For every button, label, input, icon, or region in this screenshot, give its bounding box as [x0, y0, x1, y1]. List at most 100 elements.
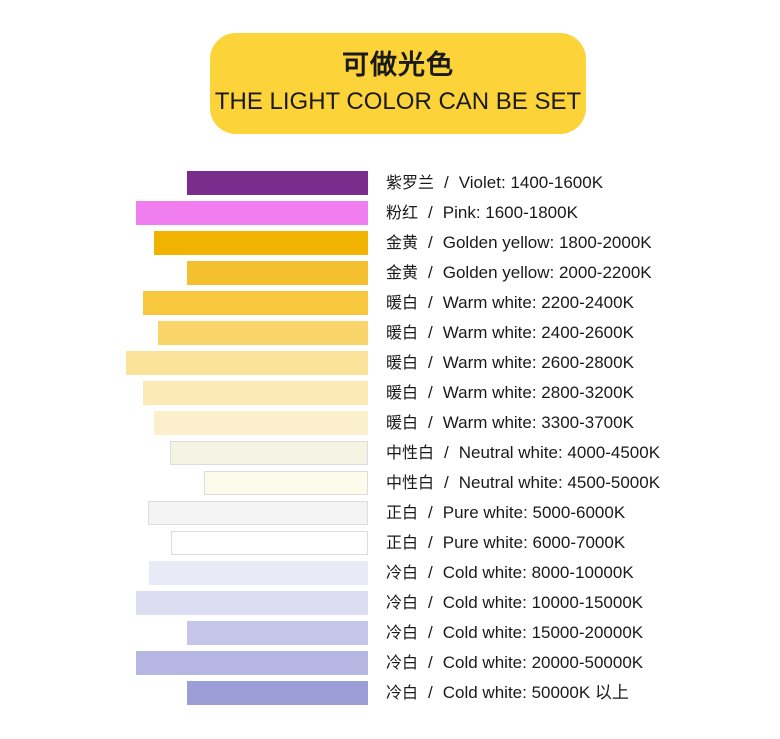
- color-swatch: [126, 351, 368, 375]
- color-row: 冷白 / Cold white: 20000-50000K: [0, 648, 780, 678]
- color-name-chinese: 正白: [386, 533, 419, 552]
- color-swatch: [143, 291, 368, 315]
- color-swatch: [171, 531, 368, 555]
- color-label: 暖白 / Warm white: 2800-3200K: [386, 378, 634, 408]
- color-label: 正白 / Pure white: 5000-6000K: [386, 498, 625, 528]
- color-name-chinese: 中性白: [386, 443, 435, 462]
- color-swatch: [136, 201, 368, 225]
- color-label: 暖白 / Warm white: 2200-2400K: [386, 288, 634, 318]
- separator: /: [428, 563, 433, 582]
- color-swatch: [136, 591, 368, 615]
- title-english: THE LIGHT COLOR CAN BE SET: [214, 88, 582, 115]
- color-swatch: [187, 681, 368, 705]
- color-name-english: Violet: 1400-1600K: [458, 173, 604, 192]
- color-name-chinese: 正白: [386, 503, 419, 522]
- color-name-chinese: 粉红: [386, 203, 419, 222]
- color-row: 中性白 / Neutral white: 4500-5000K: [0, 468, 780, 498]
- color-name-english: Neutral white: 4500-5000K: [458, 473, 661, 492]
- title-chinese: 可做光色: [342, 50, 454, 81]
- color-swatch: [158, 321, 368, 345]
- color-name-english: Golden yellow: 2000-2200K: [442, 263, 652, 282]
- color-name-english: Golden yellow: 1800-2000K: [442, 233, 652, 252]
- color-name-english: Warm white: 2400-2600K: [442, 323, 634, 342]
- color-label: 冷白 / Cold white: 10000-15000K: [386, 588, 643, 618]
- color-name-english: Cold white: 15000-20000K: [442, 623, 644, 642]
- color-row: 冷白 / Cold white: 8000-10000K: [0, 558, 780, 588]
- separator: /: [428, 593, 433, 612]
- color-row: 正白 / Pure white: 6000-7000K: [0, 528, 780, 558]
- color-name-chinese: 紫罗兰: [386, 173, 435, 192]
- color-swatch: [170, 441, 368, 465]
- color-swatch: [154, 231, 368, 255]
- color-swatch: [136, 651, 368, 675]
- color-row: 冷白 / Cold white: 15000-20000K: [0, 618, 780, 648]
- color-row: 冷白 / Cold white: 50000K 以上: [0, 678, 780, 708]
- color-row: 暖白 / Warm white: 2200-2400K: [0, 288, 780, 318]
- color-label: 暖白 / Warm white: 2400-2600K: [386, 318, 634, 348]
- color-name-english: Cold white: 8000-10000K: [442, 563, 634, 582]
- color-name-chinese: 暖白: [386, 413, 419, 432]
- color-swatch: [187, 621, 368, 645]
- separator: /: [428, 323, 433, 342]
- color-name-chinese: 暖白: [386, 383, 419, 402]
- color-row: 金黄 / Golden yellow: 1800-2000K: [0, 228, 780, 258]
- color-label: 金黄 / Golden yellow: 1800-2000K: [386, 228, 652, 258]
- color-swatch: [187, 261, 368, 285]
- separator: /: [428, 263, 433, 282]
- color-row: 暖白 / Warm white: 2400-2600K: [0, 318, 780, 348]
- color-swatch: [143, 381, 368, 405]
- color-name-english: Warm white: 3300-3700K: [442, 413, 634, 432]
- color-row: 粉红 / Pink: 1600-1800K: [0, 198, 780, 228]
- color-name-english: Warm white: 2600-2800K: [442, 353, 634, 372]
- color-name-english: Cold white: 10000-15000K: [442, 593, 644, 612]
- color-label: 金黄 / Golden yellow: 2000-2200K: [386, 258, 652, 288]
- color-name-english: Pure white: 5000-6000K: [442, 503, 626, 522]
- separator: /: [428, 683, 433, 702]
- color-row: 金黄 / Golden yellow: 2000-2200K: [0, 258, 780, 288]
- separator: /: [428, 203, 433, 222]
- color-swatch: [149, 561, 368, 585]
- color-label: 粉红 / Pink: 1600-1800K: [386, 198, 578, 228]
- color-row: 正白 / Pure white: 5000-6000K: [0, 498, 780, 528]
- separator: /: [428, 533, 433, 552]
- color-swatch: [148, 501, 368, 525]
- color-name-english: Cold white: 20000-50000K: [442, 653, 644, 672]
- color-name-english: Warm white: 2800-3200K: [442, 383, 634, 402]
- separator: /: [428, 383, 433, 402]
- color-row: 中性白 / Neutral white: 4000-4500K: [0, 438, 780, 468]
- color-name-english: Pink: 1600-1800K: [442, 203, 578, 222]
- color-label: 紫罗兰 / Violet: 1400-1600K: [386, 168, 603, 198]
- color-name-chinese: 冷白: [386, 623, 419, 642]
- separator: /: [444, 473, 449, 492]
- color-row: 暖白 / Warm white: 2800-3200K: [0, 378, 780, 408]
- color-label: 正白 / Pure white: 6000-7000K: [386, 528, 625, 558]
- separator: /: [444, 173, 449, 192]
- color-row: 紫罗兰 / Violet: 1400-1600K: [0, 168, 780, 198]
- color-name-english: Cold white: 50000K 以上: [442, 683, 629, 702]
- color-label: 中性白 / Neutral white: 4500-5000K: [386, 468, 660, 498]
- color-name-english: Warm white: 2200-2400K: [442, 293, 634, 312]
- separator: /: [428, 413, 433, 432]
- color-name-chinese: 冷白: [386, 593, 419, 612]
- color-label: 暖白 / Warm white: 2600-2800K: [386, 348, 634, 378]
- color-name-chinese: 金黄: [386, 233, 419, 252]
- color-label: 冷白 / Cold white: 50000K 以上: [386, 678, 629, 708]
- color-name-chinese: 冷白: [386, 653, 419, 672]
- color-row: 暖白 / Warm white: 2600-2800K: [0, 348, 780, 378]
- separator: /: [428, 503, 433, 522]
- color-name-chinese: 暖白: [386, 323, 419, 342]
- color-name-chinese: 冷白: [386, 563, 419, 582]
- color-swatch: [187, 171, 368, 195]
- color-label: 冷白 / Cold white: 15000-20000K: [386, 618, 643, 648]
- separator: /: [428, 233, 433, 252]
- color-label: 中性白 / Neutral white: 4000-4500K: [386, 438, 660, 468]
- color-name-chinese: 暖白: [386, 293, 419, 312]
- color-label: 冷白 / Cold white: 20000-50000K: [386, 648, 643, 678]
- separator: /: [428, 293, 433, 312]
- color-name-chinese: 暖白: [386, 353, 419, 372]
- separator: /: [428, 653, 433, 672]
- color-label: 冷白 / Cold white: 8000-10000K: [386, 558, 634, 588]
- separator: /: [428, 353, 433, 372]
- color-swatch: [204, 471, 368, 495]
